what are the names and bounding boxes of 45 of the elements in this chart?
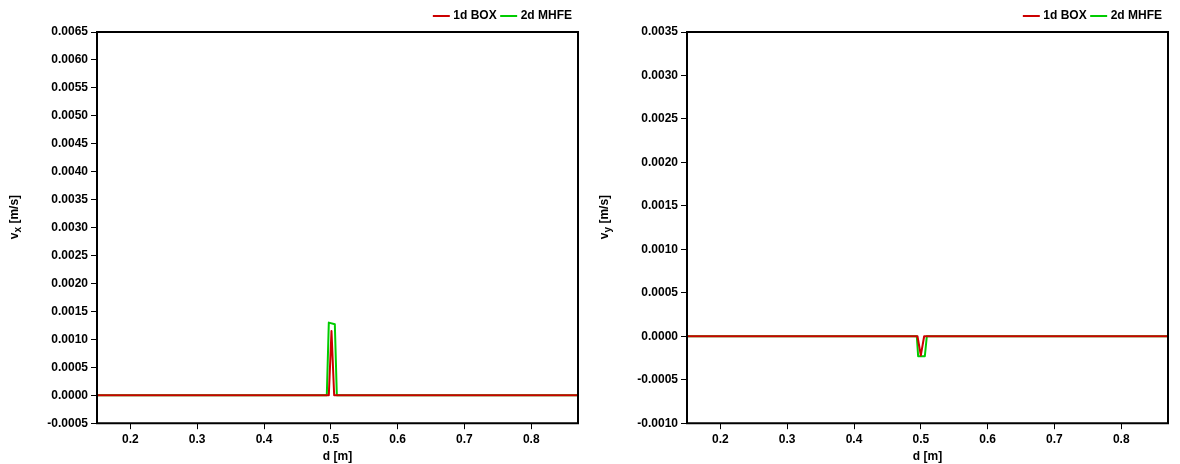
legend-label: 2d MHFE <box>520 8 573 23</box>
y-tick-label: 0.0025 <box>51 247 89 262</box>
y-tick-label: 0.0040 <box>51 164 89 179</box>
x-tick-label: 0.5 <box>912 431 930 446</box>
x-tick-label: 0.4 <box>255 431 273 446</box>
x-tick-label: 0.4 <box>845 431 863 446</box>
y-tick-label: 0.0065 <box>51 24 89 39</box>
x-tick-label: 0.7 <box>1046 431 1064 446</box>
y-tick-label: 0.0020 <box>641 154 679 169</box>
x-tick-label: 0.3 <box>188 431 206 446</box>
x-tick-label: 0.5 <box>322 431 340 446</box>
x-axis-title: d [m] <box>322 449 353 464</box>
y-tick-label: 0.0015 <box>641 198 679 213</box>
y-tick-label: 0.0005 <box>51 359 89 374</box>
x-axis-title: d [m] <box>912 449 943 464</box>
y-tick-label: 0.0030 <box>51 219 89 234</box>
y-tick-label: 0.0060 <box>51 52 89 67</box>
y-tick-label: 0.0020 <box>51 275 89 290</box>
legend-label: 2d MHFE <box>1110 8 1163 23</box>
y-tick-label: 0.0010 <box>641 241 679 256</box>
x-tick-label: 0.2 <box>122 431 140 446</box>
x-tick-label: 0.6 <box>979 431 997 446</box>
x-tick-label: 0.8 <box>522 431 540 446</box>
y-tick-label: 0.0035 <box>641 24 679 39</box>
y-tick-label: 0.0010 <box>51 331 89 346</box>
legend-label: 1d BOX <box>1043 8 1087 23</box>
x-tick-label: 0.6 <box>389 431 407 446</box>
x-tick-label: 0.7 <box>456 431 474 446</box>
y-tick-label: 0.0055 <box>51 80 89 95</box>
y-tick-label: -0.0005 <box>637 372 679 387</box>
x-tick-label: 0.8 <box>1112 431 1130 446</box>
y-tick-label: 0.0005 <box>641 285 679 300</box>
y-tick-label: 0.0015 <box>51 303 89 318</box>
x-tick-label: 0.3 <box>778 431 796 446</box>
y-tick-label: 0.0030 <box>641 67 679 82</box>
y-tick-label: 0.0050 <box>51 108 89 123</box>
y-tick-label: -0.0005 <box>47 415 89 430</box>
y-tick-label: 0.0035 <box>51 191 89 206</box>
y-tick-label: 0.0000 <box>51 387 89 402</box>
y-tick-label: 0.0000 <box>641 328 679 343</box>
legend-label: 1d BOX <box>453 8 497 23</box>
y-tick-label: -0.0010 <box>637 415 679 430</box>
x-tick-label: 0.2 <box>712 431 730 446</box>
y-tick-label: 0.0025 <box>641 111 679 126</box>
y-tick-label: 0.0045 <box>51 136 89 151</box>
